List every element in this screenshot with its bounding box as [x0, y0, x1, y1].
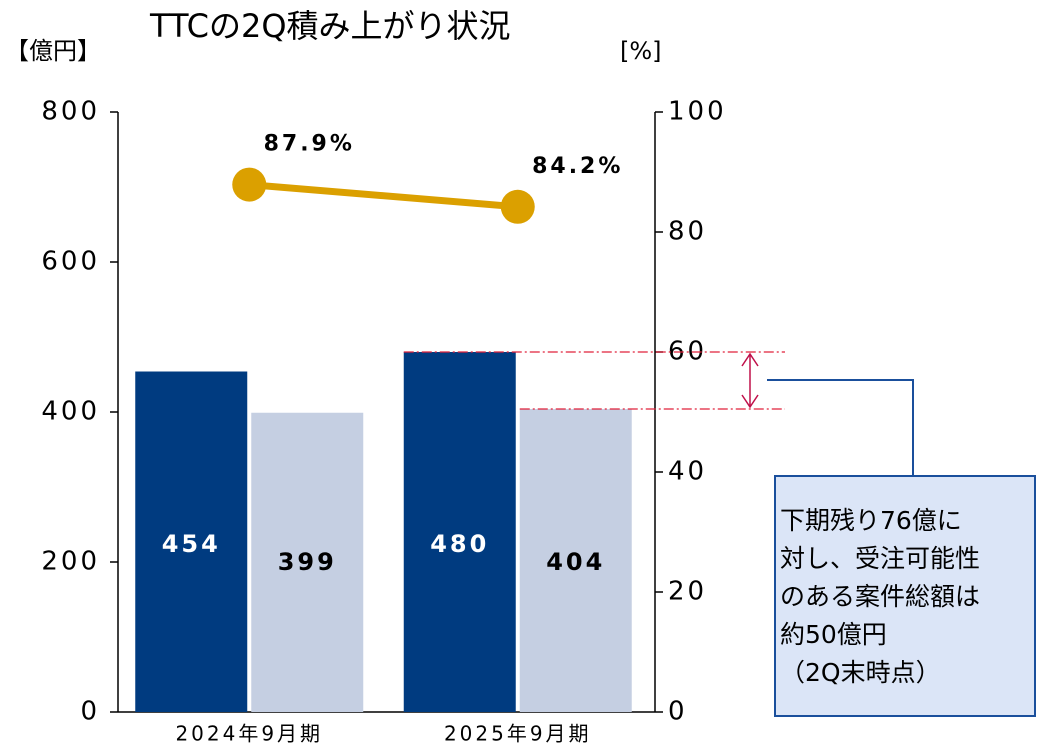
y-tick-label: 400 [41, 397, 100, 427]
annotation-text: （2Q末時点） [780, 658, 941, 687]
bar [519, 409, 632, 712]
line-marker [500, 189, 535, 224]
bar-value-label: 399 [278, 548, 337, 576]
y-tick-label: 0 [80, 697, 100, 727]
chart-title: TTCの2Q積み上がり状況 [149, 7, 511, 45]
bar-value-label: 454 [162, 530, 221, 558]
annotation-box [774, 475, 1036, 717]
line-marker [232, 167, 267, 202]
y-axis-label: 【億円】 [5, 37, 101, 65]
y2-tick-label: 0 [668, 697, 688, 727]
annotation-text: 対し、受注可能性 [780, 544, 980, 573]
line-value-label: 84.2% [532, 154, 623, 179]
bar [403, 352, 516, 712]
bar-value-label: 404 [546, 548, 605, 576]
y2-axis-label: [%] [620, 37, 662, 65]
bar [135, 371, 248, 712]
y-tick-label: 200 [41, 547, 100, 577]
difference-arrow [741, 352, 759, 409]
annotation-text: のある案件総額は [780, 582, 980, 611]
y-tick-label: 600 [41, 247, 100, 277]
x-tick-label: 2024年9月期 [175, 722, 323, 746]
connector [767, 379, 914, 476]
x-tick-label: 2025年9月期 [444, 722, 592, 746]
line-value-label: 87.9% [264, 132, 355, 157]
bar [251, 412, 364, 712]
y2-tick-label: 100 [668, 97, 727, 127]
y2-tick-label: 20 [668, 577, 707, 607]
annotation-text: 約50億円 [780, 620, 887, 649]
y2-tick-label: 80 [668, 217, 707, 247]
annotation-text: 下期残り76億に [780, 506, 962, 535]
bar-value-label: 480 [430, 530, 489, 558]
y-tick-label: 800 [41, 97, 100, 127]
line [248, 181, 519, 211]
y2-tick-label: 40 [668, 457, 707, 487]
